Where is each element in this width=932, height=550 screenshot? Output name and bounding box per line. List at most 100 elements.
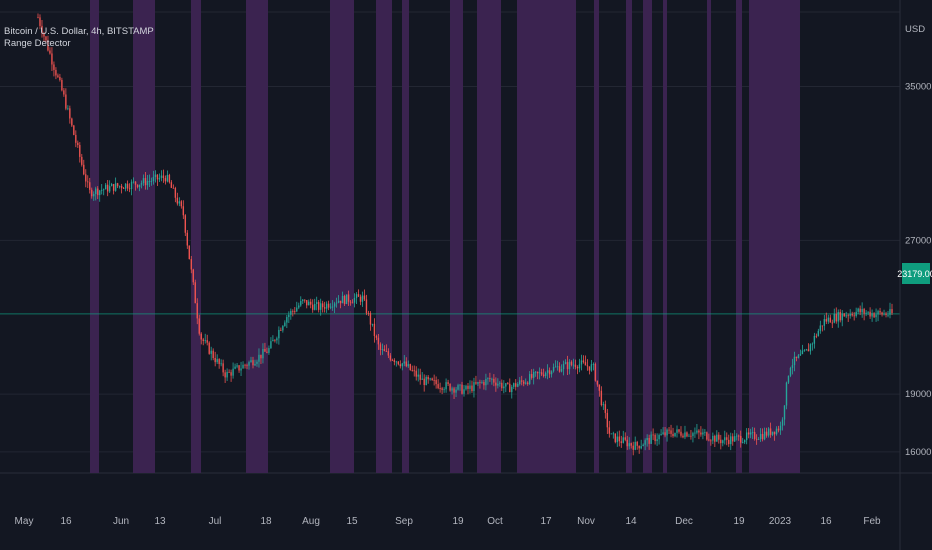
candle-body bbox=[280, 329, 282, 331]
candle-body bbox=[220, 363, 222, 365]
candle-body bbox=[487, 378, 489, 379]
candle-body bbox=[751, 432, 754, 433]
candle-body bbox=[620, 441, 622, 443]
candle-body bbox=[317, 302, 320, 310]
candle-body bbox=[678, 429, 680, 432]
candle-body bbox=[554, 366, 557, 368]
candle-body bbox=[485, 378, 487, 386]
candle-body bbox=[214, 358, 216, 363]
candle-body bbox=[327, 303, 330, 308]
candle-body bbox=[315, 302, 318, 304]
candle-body bbox=[321, 303, 324, 308]
candle-body bbox=[833, 314, 835, 323]
candle-body bbox=[206, 340, 208, 343]
candle-body bbox=[817, 330, 820, 337]
time-tick-label: Aug bbox=[302, 516, 320, 527]
candle-body bbox=[383, 349, 386, 352]
candle-body bbox=[333, 303, 336, 307]
candle-body bbox=[292, 310, 294, 312]
candle-body bbox=[43, 33, 45, 37]
candle-body bbox=[519, 380, 521, 384]
candle-body bbox=[863, 309, 865, 314]
range-band bbox=[450, 0, 463, 473]
candle-body bbox=[546, 370, 549, 373]
candle-body bbox=[284, 322, 286, 327]
candle-body bbox=[363, 295, 366, 300]
candlestick-series[interactable] bbox=[37, 13, 893, 456]
candle-body bbox=[399, 364, 402, 367]
candle-body bbox=[584, 362, 587, 366]
range-band bbox=[663, 0, 667, 473]
candle-body bbox=[612, 433, 615, 435]
candle-body bbox=[341, 295, 344, 304]
candle-body bbox=[469, 385, 471, 389]
candle-body bbox=[180, 201, 183, 207]
candle-body bbox=[389, 355, 392, 360]
candle-body bbox=[236, 365, 238, 367]
candle-body bbox=[170, 182, 173, 188]
candle-body bbox=[397, 361, 400, 365]
candle-body bbox=[700, 432, 702, 435]
candle-body bbox=[753, 432, 756, 439]
candle-body bbox=[425, 376, 427, 386]
candle-body bbox=[515, 383, 517, 387]
candle-body bbox=[787, 375, 790, 383]
candle-body bbox=[423, 378, 425, 386]
candle-body bbox=[616, 436, 618, 443]
candle-body bbox=[765, 431, 768, 436]
candle-body bbox=[728, 439, 730, 445]
candle-body bbox=[302, 299, 304, 301]
candle-body bbox=[274, 339, 276, 341]
candle-body bbox=[670, 430, 672, 434]
candle-body bbox=[146, 181, 149, 186]
candle-body bbox=[875, 314, 877, 318]
candle-body bbox=[437, 384, 439, 389]
candle-body bbox=[857, 308, 859, 312]
candle-body bbox=[652, 434, 654, 436]
candle-body bbox=[373, 323, 376, 336]
candle-body bbox=[310, 301, 312, 305]
candle-body bbox=[67, 108, 69, 110]
current-price-tag: 23179.00 bbox=[897, 263, 932, 284]
candle-body bbox=[304, 299, 306, 301]
indicator-name[interactable]: Range Detector bbox=[4, 38, 71, 49]
candle-body bbox=[407, 364, 409, 367]
price-axis[interactable]: 35000.00 27000.00 19000.00 16000.00 bbox=[899, 0, 932, 550]
time-axis[interactable]: May 16 Jun 13 Jul 18 Aug 15 Sep 19 Oct 17 Nov 14 Dec 19… bbox=[15, 516, 882, 527]
candle-body bbox=[475, 382, 477, 384]
candle-body bbox=[110, 184, 113, 187]
candle-body bbox=[738, 435, 740, 437]
candle-body bbox=[345, 294, 348, 305]
candle-body bbox=[393, 360, 396, 362]
time-tick-label: Jun bbox=[113, 516, 129, 527]
candle-body bbox=[331, 306, 334, 308]
candle-body bbox=[312, 304, 314, 310]
candle-body bbox=[461, 384, 463, 394]
candle-body bbox=[552, 366, 555, 372]
candle-body bbox=[566, 362, 569, 370]
candle-body bbox=[238, 365, 240, 371]
time-tick-label: Dec bbox=[675, 516, 693, 527]
candle-body bbox=[726, 437, 728, 440]
candle-body bbox=[417, 374, 419, 377]
candle-body bbox=[542, 374, 545, 377]
candle-body bbox=[618, 436, 620, 442]
candle-body bbox=[212, 350, 214, 359]
candle-body bbox=[83, 164, 85, 175]
candle-body bbox=[208, 342, 210, 354]
candle-body bbox=[630, 443, 632, 446]
candle-body bbox=[385, 351, 388, 352]
price-tick-label: 16000.00 bbox=[905, 447, 932, 458]
candle-body bbox=[349, 301, 352, 303]
candle-body bbox=[755, 438, 758, 440]
candle-body bbox=[489, 378, 491, 380]
symbol-title[interactable]: Bitcoin / U.S. Dollar, 4h, BITSTAMP bbox=[4, 26, 154, 37]
candle-body bbox=[39, 17, 41, 26]
candle-body bbox=[720, 439, 722, 444]
candle-body bbox=[632, 445, 634, 450]
candle-body bbox=[879, 311, 881, 313]
candle-body bbox=[548, 370, 551, 375]
candle-body bbox=[441, 388, 443, 390]
candle-body bbox=[178, 201, 181, 204]
